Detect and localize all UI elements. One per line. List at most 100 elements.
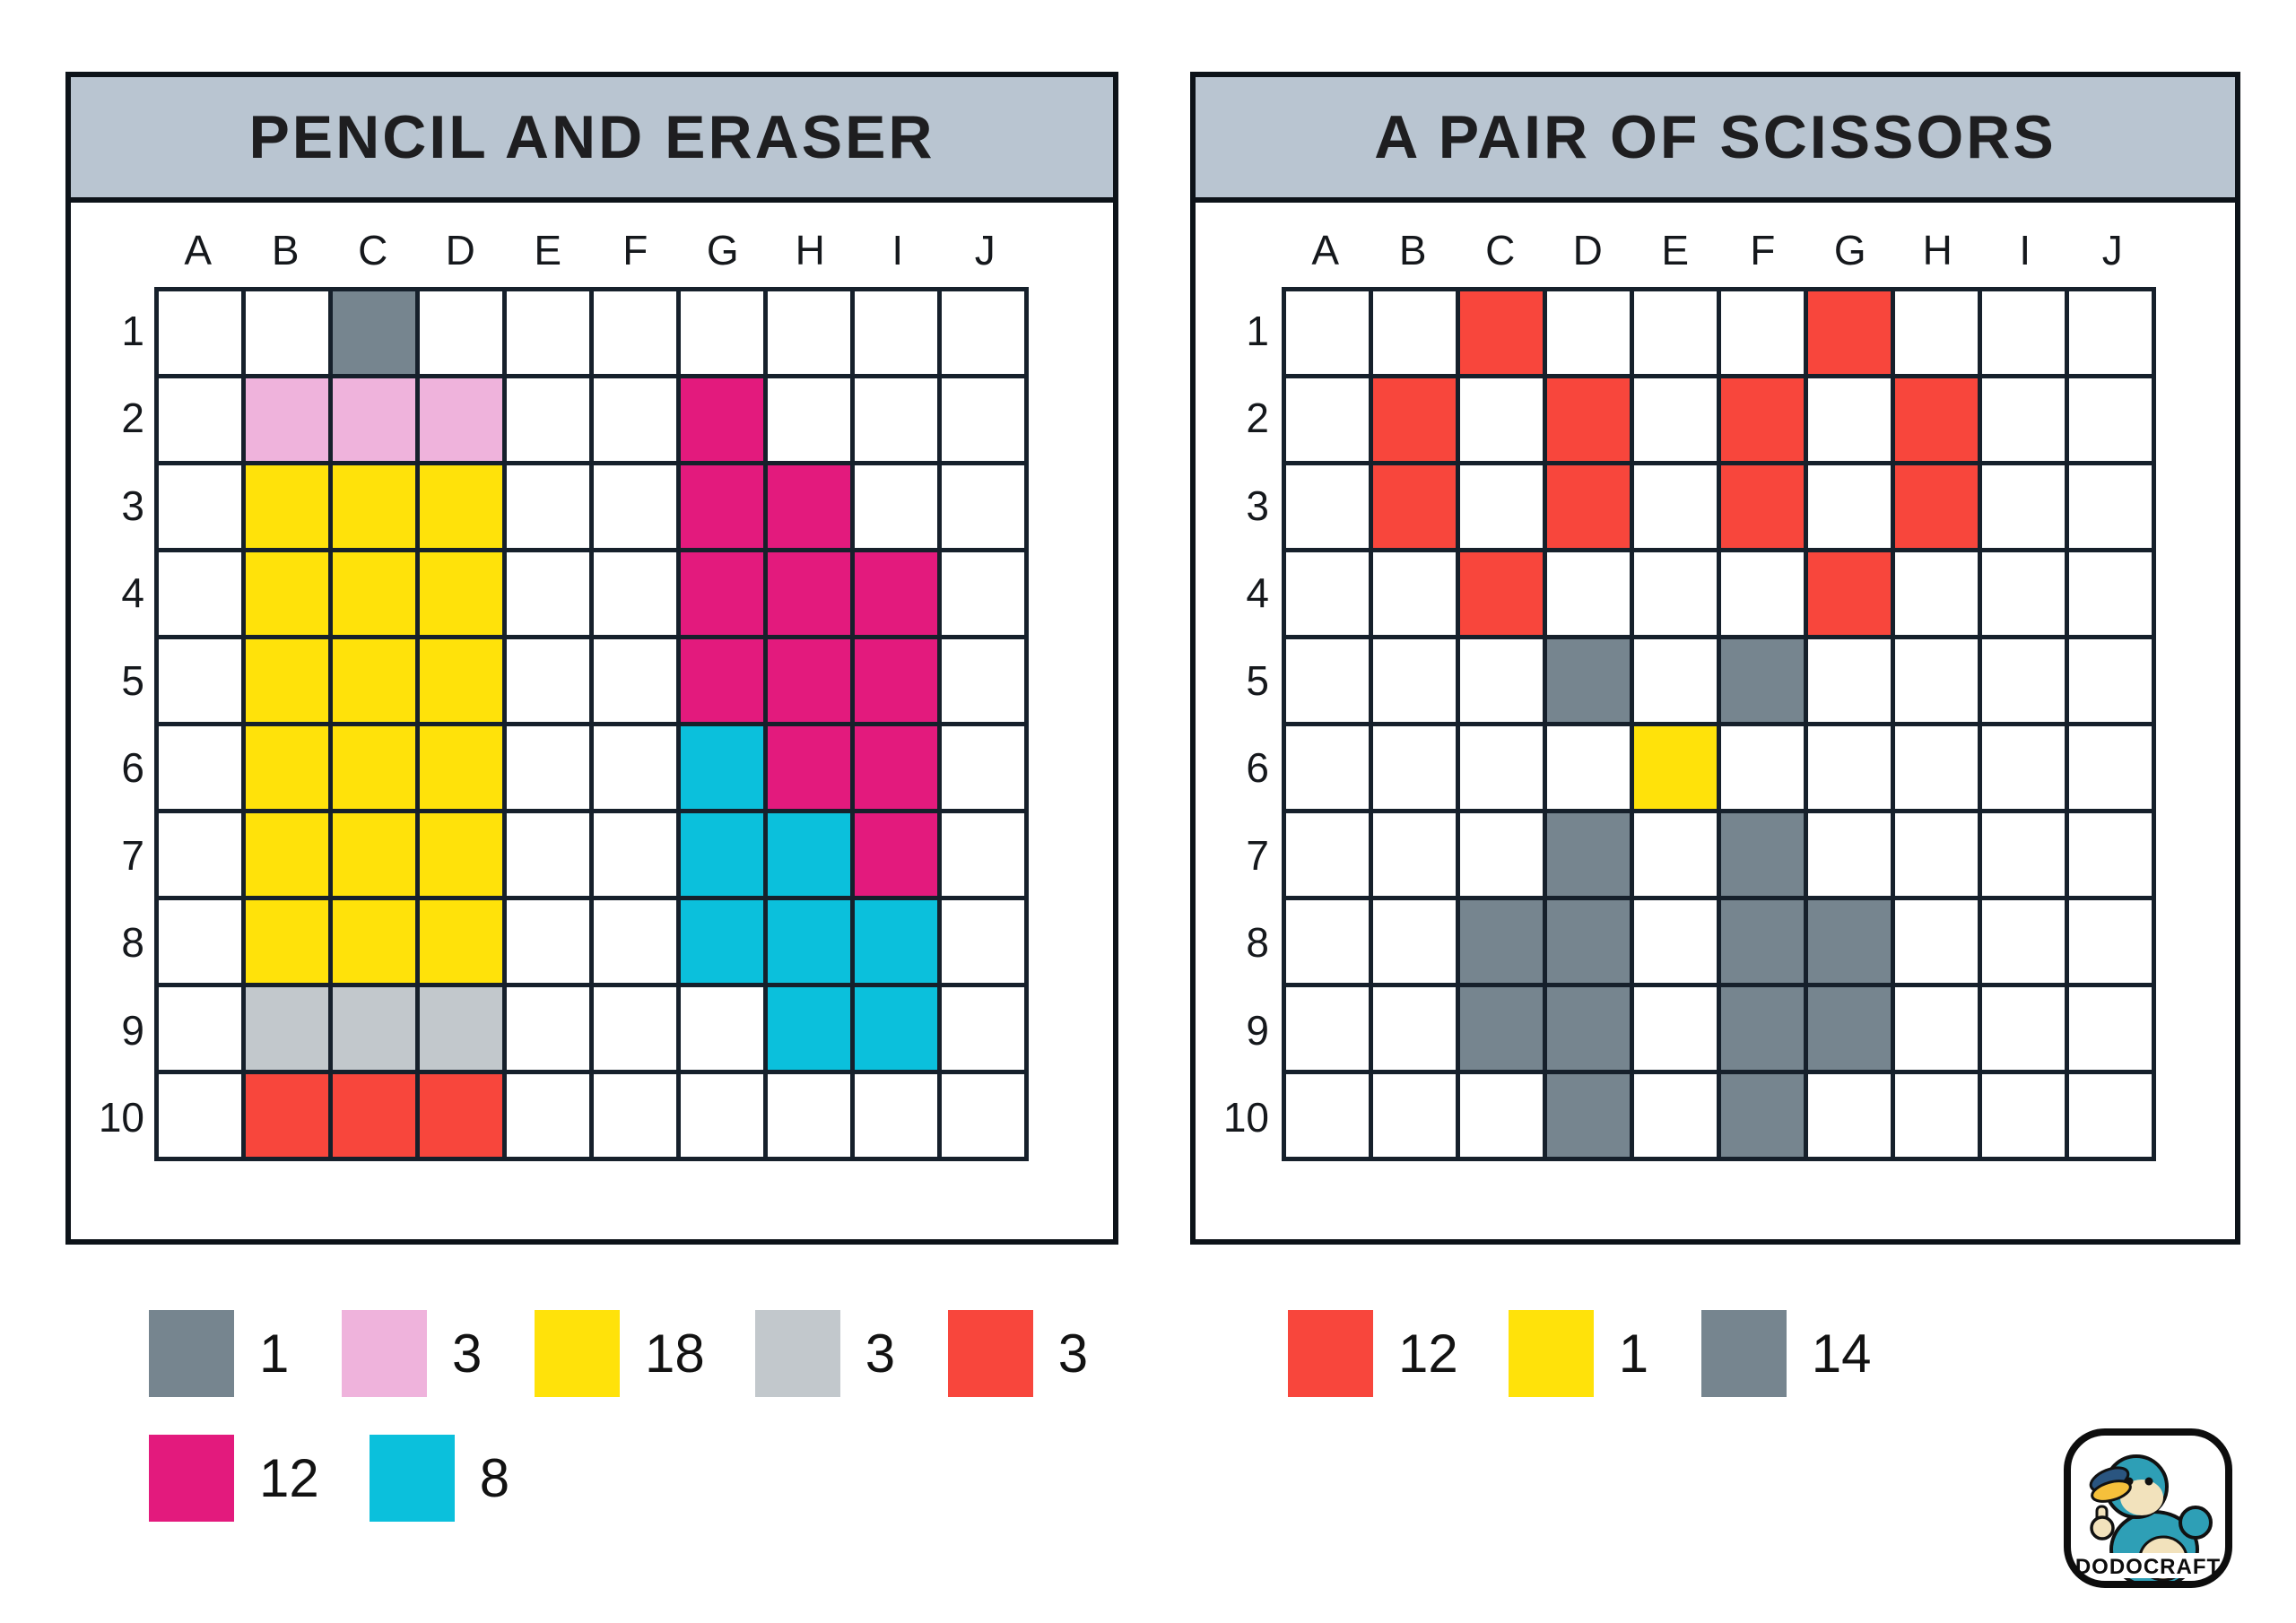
cell-H8 (768, 900, 850, 983)
cell-B8 (1373, 900, 1456, 983)
column-label-I: I (2019, 227, 2031, 273)
cell-I10 (1982, 1074, 2065, 1157)
cell-A1 (159, 291, 241, 374)
cell-A9 (159, 987, 241, 1070)
cell-D7 (1547, 813, 1630, 896)
cell-D5 (420, 639, 502, 722)
cell-C9 (333, 987, 415, 1070)
cell-G5 (1808, 639, 1891, 722)
cell-E10 (1634, 1074, 1717, 1157)
cell-J10 (942, 1074, 1024, 1157)
cell-G2 (1808, 378, 1891, 461)
cell-G7 (681, 813, 763, 896)
row-label-3: 3 (1246, 482, 1269, 529)
cell-B6 (1373, 726, 1456, 809)
cell-E5 (507, 639, 589, 722)
cell-A2 (1286, 378, 1369, 461)
cell-H10 (1895, 1074, 1978, 1157)
cell-B5 (246, 639, 328, 722)
legend-item-yellow: 1 (1508, 1310, 1651, 1397)
cell-C4 (1460, 552, 1543, 635)
cell-A1 (1286, 291, 1369, 374)
cell-C10 (333, 1074, 415, 1157)
cell-G5 (681, 639, 763, 722)
cell-C8 (333, 900, 415, 983)
cell-J1 (2069, 291, 2152, 374)
cell-A3 (1286, 465, 1369, 548)
cell-B10 (246, 1074, 328, 1157)
cell-A6 (1286, 726, 1369, 809)
column-label-D: D (1572, 227, 1603, 273)
dodo-bird-icon: DODOCRAFT (2064, 1428, 2232, 1588)
cell-I2 (1982, 378, 2065, 461)
cell-H4 (768, 552, 850, 635)
cell-B8 (246, 900, 328, 983)
legend-item-pink: 3 (342, 1310, 484, 1397)
cell-D4 (420, 552, 502, 635)
cell-I5 (855, 639, 937, 722)
cell-I3 (1982, 465, 2065, 548)
cell-E6 (1634, 726, 1717, 809)
cell-C5 (1460, 639, 1543, 722)
cell-G10 (1808, 1074, 1891, 1157)
cell-D1 (1547, 291, 1630, 374)
cell-I7 (1982, 813, 2065, 896)
dodocraft-logo: DODOCRAFT (2063, 1428, 2233, 1589)
cell-E9 (507, 987, 589, 1070)
cell-E4 (507, 552, 589, 635)
column-label-I: I (891, 227, 904, 273)
cell-J7 (942, 813, 1024, 896)
cell-H7 (768, 813, 850, 896)
legend-count: 12 (1398, 1324, 1458, 1384)
cell-E4 (1634, 552, 1717, 635)
legend-item-dark_gray: 1 (149, 1310, 291, 1397)
cell-B2 (246, 378, 328, 461)
color-legend-pencil: 1 3 18 3 3 12 8 (149, 1310, 1091, 1522)
column-label-E: E (1661, 227, 1690, 273)
cell-A4 (159, 552, 241, 635)
legend-item-yellow: 18 (535, 1310, 705, 1397)
row-label-4: 4 (1246, 569, 1269, 617)
cell-C6 (333, 726, 415, 809)
cyan-swatch (369, 1435, 455, 1522)
cell-H5 (768, 639, 850, 722)
cell-D4 (1547, 552, 1630, 635)
cell-G9 (681, 987, 763, 1070)
cell-F4 (1721, 552, 1804, 635)
cell-D10 (420, 1074, 502, 1157)
row-labels: 1 2 3 4 5 6 7 8 9 10 (1196, 287, 1269, 1161)
cell-F10 (594, 1074, 676, 1157)
legend-count: 14 (1811, 1324, 1872, 1384)
cell-H2 (1895, 378, 1978, 461)
panel-title: A PAIR OF SCISSORS (1374, 103, 2057, 171)
cell-C1 (333, 291, 415, 374)
row-label-1: 1 (121, 307, 144, 354)
cell-H3 (1895, 465, 1978, 548)
column-label-E: E (534, 227, 562, 273)
cell-J8 (2069, 900, 2152, 983)
cell-C9 (1460, 987, 1543, 1070)
cell-J7 (2069, 813, 2152, 896)
panel-header: A PAIR OF SCISSORS (1196, 77, 2235, 203)
legend-count: 1 (259, 1324, 290, 1384)
cell-G6 (1808, 726, 1891, 809)
cell-F7 (1721, 813, 1804, 896)
cell-A8 (1286, 900, 1369, 983)
row-label-9: 9 (1246, 1006, 1269, 1054)
column-label-A: A (184, 227, 213, 273)
cell-G3 (681, 465, 763, 548)
cell-H6 (1895, 726, 1978, 809)
cell-B5 (1373, 639, 1456, 722)
legend-row: 1 3 18 3 3 (149, 1310, 1091, 1397)
cell-C3 (333, 465, 415, 548)
cell-F6 (594, 726, 676, 809)
cell-C7 (333, 813, 415, 896)
cell-G9 (1808, 987, 1891, 1070)
column-label-A: A (1311, 227, 1340, 273)
cell-F9 (1721, 987, 1804, 1070)
cell-D2 (1547, 378, 1630, 461)
cell-I4 (1982, 552, 2065, 635)
legend-count: 8 (479, 1448, 510, 1508)
cell-C2 (1460, 378, 1543, 461)
cell-J4 (2069, 552, 2152, 635)
